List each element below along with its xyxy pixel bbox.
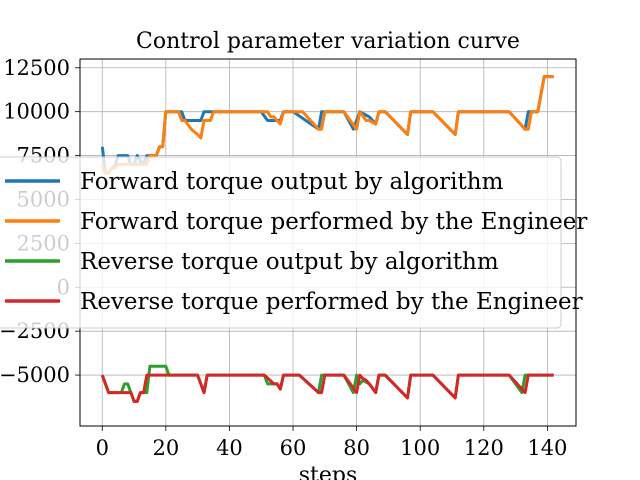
series-line-3 — [100, 364, 554, 403]
x-tick-label: 60 — [280, 436, 307, 460]
chart-title: Control parameter variation curve — [136, 29, 520, 54]
legend-label-3: Reverse torque output by algorithm — [80, 249, 499, 275]
legend: Forward torque output by algorithm Forwar… — [0, 156, 587, 329]
x-tick-label: 80 — [343, 436, 370, 460]
legend-label-2: Forward torque performed by the Engineer — [80, 209, 587, 235]
y-tick-label: −5000 — [0, 363, 70, 387]
x-tick-label: 20 — [152, 436, 179, 460]
y-tick-label: 12500 — [3, 56, 70, 80]
x-tick-label: 40 — [216, 436, 243, 460]
legend-box — [0, 156, 562, 329]
x-tick-label: 0 — [96, 436, 109, 460]
x-axis-label: steps — [299, 463, 358, 480]
legend-label-4: Reverse torque performed by the Engineer — [80, 289, 583, 315]
series-line-4 — [100, 373, 554, 403]
x-tick-label: 140 — [527, 436, 567, 460]
y-tick-label: 10000 — [3, 100, 70, 124]
x-tick-label: 100 — [400, 436, 440, 460]
legend-label-1: Forward torque output by algorithm — [80, 169, 504, 195]
x-tick-label: 120 — [464, 436, 504, 460]
